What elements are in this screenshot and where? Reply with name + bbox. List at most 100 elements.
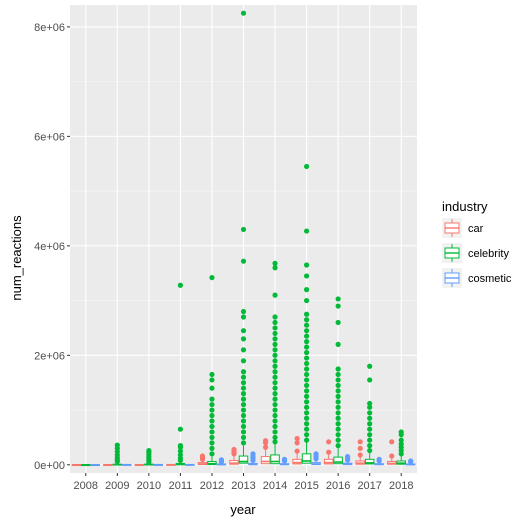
- y-axis: 0e+00 2e+06 4e+06 6e+06 8e+06: [34, 22, 70, 472]
- outlier-point: [303, 349, 310, 356]
- outlier-point: [272, 391, 278, 397]
- outlier-point: [389, 453, 395, 459]
- x-tick-label: 2018: [389, 480, 413, 492]
- outlier-point: [218, 457, 225, 463]
- outlier-point: [326, 439, 332, 445]
- outlier-point: [209, 451, 215, 457]
- outlier-point: [303, 432, 310, 438]
- outlier-point: [272, 407, 278, 413]
- outlier-point: [303, 228, 310, 234]
- outlier-point: [240, 10, 247, 16]
- outlier-point: [272, 352, 278, 358]
- outlier-point: [240, 336, 247, 342]
- outlier-point: [303, 311, 310, 317]
- box-body: [260, 456, 271, 465]
- outlier-point: [209, 371, 215, 378]
- outlier-point: [272, 374, 278, 380]
- outlier-point: [272, 330, 278, 337]
- outlier-point: [367, 432, 373, 438]
- outlier-point: [367, 363, 373, 369]
- outlier-point: [272, 385, 278, 391]
- x-tick-label: 2014: [263, 480, 287, 492]
- box-body: [323, 458, 334, 465]
- outlier-point: [272, 260, 278, 266]
- outlier-point: [335, 303, 341, 309]
- outlier-point: [294, 440, 300, 446]
- outlier-point: [367, 437, 373, 443]
- box-car-2008: [71, 463, 82, 466]
- box-celebrity-2010: [144, 447, 154, 466]
- box-cosmetic-2011: [185, 463, 195, 466]
- outlier-point: [209, 396, 215, 402]
- box-cosmetic-2017: [374, 456, 384, 466]
- box-car-2012: [197, 453, 208, 466]
- outlier-point: [240, 258, 247, 264]
- outlier-point: [177, 448, 184, 454]
- outlier-point: [209, 377, 215, 383]
- box-cosmetic-2014: [279, 456, 290, 466]
- outlier-point: [272, 292, 278, 298]
- outlier-point: [335, 366, 341, 372]
- box-cosmetic-2018: [405, 458, 416, 466]
- box-celebrity-2017: [364, 363, 375, 465]
- outlier-point: [303, 404, 310, 410]
- x-axis: 2008 2009 2010 2011 2012 2013 2014 2015 2016 2017…: [74, 473, 413, 492]
- outlier-point: [240, 226, 247, 233]
- outlier-point: [357, 452, 363, 458]
- legend-label-celebrity: celebrity: [468, 248, 509, 260]
- outlier-point: [294, 448, 300, 454]
- outlier-point: [209, 434, 215, 441]
- outlier-point: [250, 451, 256, 457]
- outlier-point: [272, 358, 278, 364]
- outlier-point: [389, 439, 395, 445]
- outlier-point: [209, 440, 215, 446]
- outlier-point: [240, 396, 247, 402]
- outlier-point: [209, 274, 215, 281]
- outlier-point: [335, 296, 341, 302]
- box-car-2013: [229, 446, 239, 465]
- outlier-point: [209, 385, 215, 391]
- outlier-point: [303, 322, 310, 328]
- outlier-point: [272, 423, 278, 430]
- legend: industry car celebrity cosmetic: [442, 199, 512, 288]
- y-axis-title: num_reactions: [9, 215, 24, 301]
- outlier-point: [303, 317, 310, 323]
- outlier-point: [240, 380, 247, 386]
- outlier-point: [209, 429, 215, 435]
- y-tick-label: 2e+06: [34, 350, 65, 362]
- y-tick-label: 8e+06: [34, 22, 65, 34]
- outlier-point: [303, 344, 310, 350]
- box-car-2015: [292, 435, 302, 465]
- legend-label-car: car: [468, 223, 484, 235]
- outlier-point: [199, 453, 206, 459]
- outlier-point: [303, 426, 310, 432]
- outlier-point: [209, 401, 215, 408]
- outlier-point: [262, 438, 269, 444]
- box-celebrity-2016: [333, 296, 343, 465]
- outlier-point: [272, 439, 278, 445]
- outlier-point: [240, 308, 247, 315]
- outlier-point: [272, 336, 278, 342]
- outlier-point: [240, 374, 247, 380]
- outlier-point: [240, 328, 247, 334]
- x-tick-label: 2011: [169, 480, 193, 492]
- outlier-point: [335, 426, 341, 432]
- outlier-point: [367, 377, 373, 383]
- outlier-point: [335, 388, 341, 394]
- outlier-point: [240, 434, 247, 441]
- outlier-point: [303, 421, 310, 427]
- outlier-point: [262, 444, 269, 450]
- legend-item-celebrity: celebrity: [442, 243, 509, 263]
- box-marks: [71, 10, 416, 467]
- outlier-point: [303, 410, 310, 416]
- outlier-point: [303, 382, 310, 389]
- outlier-point: [272, 380, 278, 386]
- box-cosmetic-2010: [153, 463, 164, 466]
- legend-item-car: car: [442, 218, 484, 238]
- outlier-point: [177, 443, 184, 449]
- outlier-point: [303, 388, 310, 394]
- x-tick-label: 2013: [231, 480, 255, 492]
- outlier-point: [272, 319, 278, 326]
- legend-label-cosmetic: cosmetic: [468, 273, 512, 285]
- box-celebrity-2009: [112, 442, 123, 466]
